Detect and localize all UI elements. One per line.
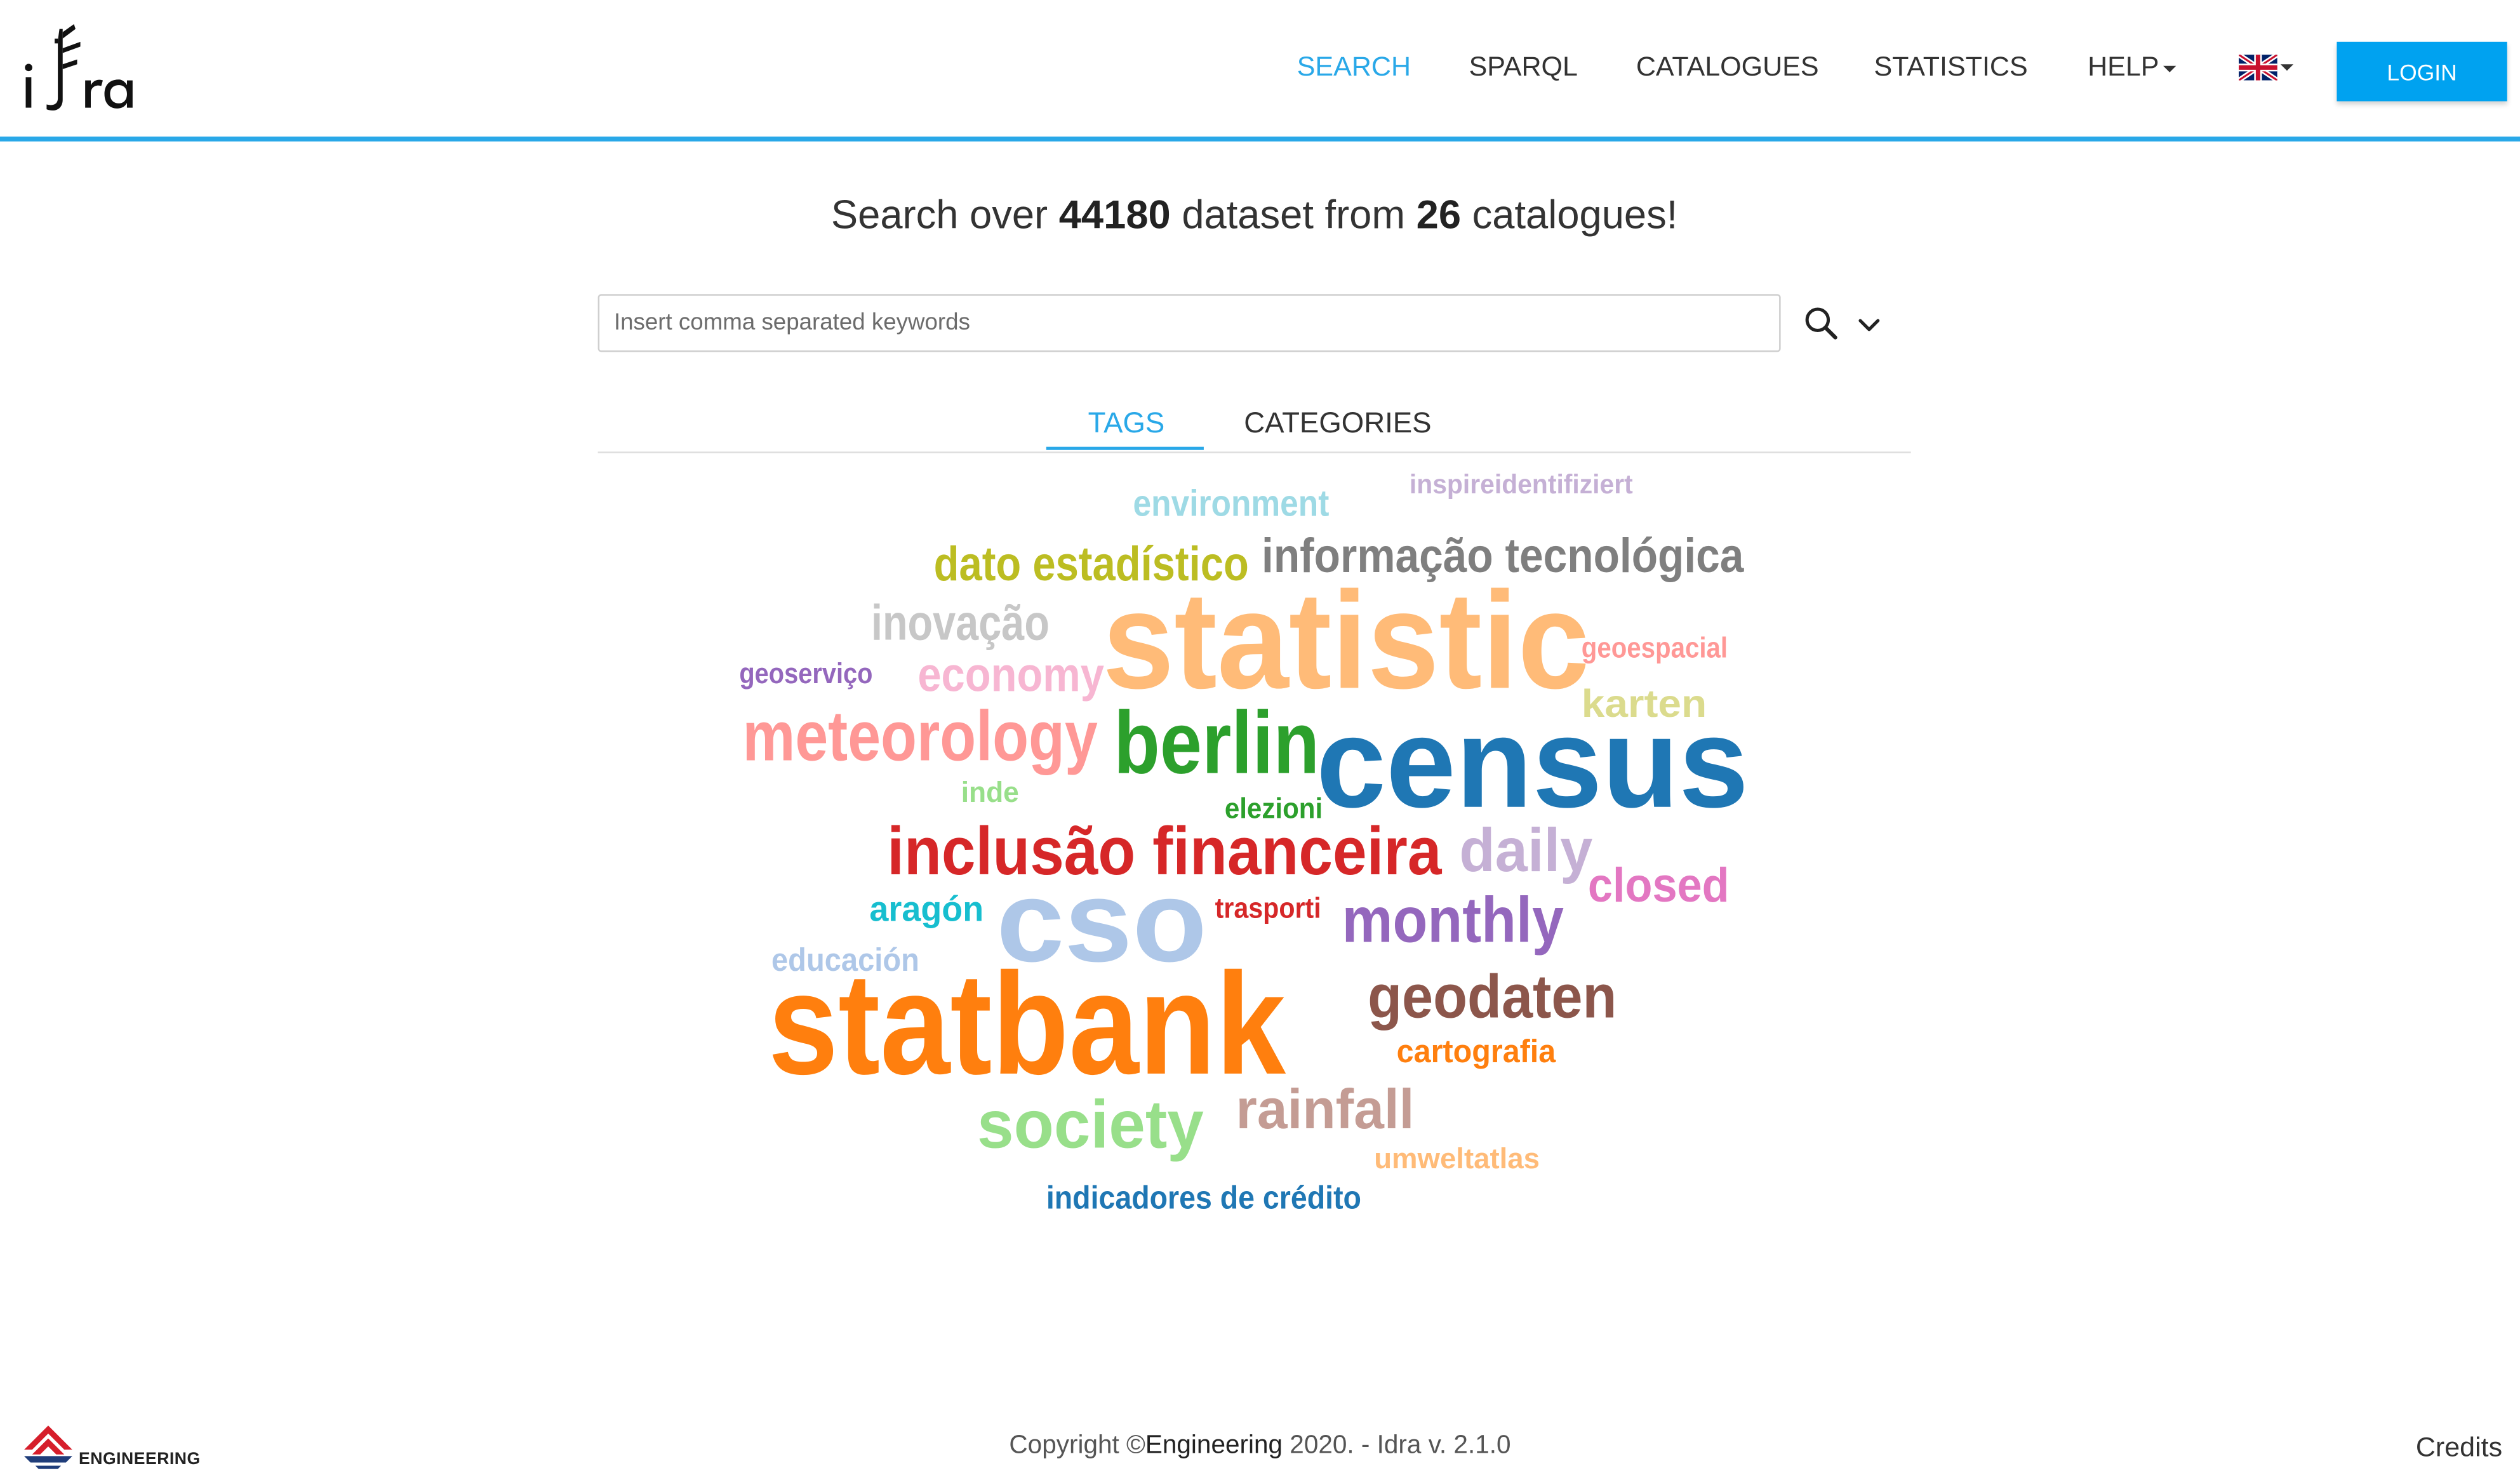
copyright-suffix: 2020. - Idra v. 2.1.0 xyxy=(1283,1432,1511,1460)
nav-help-dropdown[interactable]: HELP xyxy=(2088,51,2177,84)
tag-indicadores-de-crédito[interactable]: indicadores de crédito xyxy=(1046,1180,1361,1216)
engineering-label: ENGINEERING xyxy=(79,1450,201,1469)
copyright-prefix: Copyright © xyxy=(1009,1432,1145,1460)
tag-karten[interactable]: karten xyxy=(1582,682,1707,725)
tag-geoespacial[interactable]: geoespacial xyxy=(1582,631,1728,663)
tag-statistic[interactable]: statistic xyxy=(1102,563,1589,717)
active-tab-indicator xyxy=(1046,446,1204,450)
page-title: Search over 44180 dataset from 26 catalo… xyxy=(0,193,2509,239)
headline-suffix: catalogues! xyxy=(1461,192,1678,238)
language-caret-icon[interactable] xyxy=(2280,64,2294,71)
credits-link[interactable]: Credits xyxy=(2415,1432,2503,1463)
tag-trasporti[interactable]: trasporti xyxy=(1215,891,1321,924)
idra-logo[interactable]: idra xyxy=(19,19,135,119)
tag-geodaten[interactable]: geodaten xyxy=(1368,963,1617,1030)
nav-search[interactable]: SEARCH xyxy=(1297,51,1411,83)
tag-environment[interactable]: environment xyxy=(1133,483,1330,524)
engineering-logo xyxy=(23,1425,72,1469)
tag-census[interactable]: census xyxy=(1316,691,1749,834)
chevron-down-icon[interactable] xyxy=(1855,310,1884,340)
tag-inovação[interactable]: inovação xyxy=(871,594,1050,650)
tag-society[interactable]: society xyxy=(977,1086,1204,1162)
tag-umweltatlas[interactable]: umweltatlas xyxy=(1374,1142,1540,1175)
tag-closed[interactable]: closed xyxy=(1588,858,1730,912)
tag-geoserviço[interactable]: geoserviço xyxy=(739,657,872,690)
copyright-text: Copyright ©Engineering 2020. - Idra v. 2… xyxy=(0,1432,2520,1461)
tag-informação-tecnológica[interactable]: informação tecnológica xyxy=(1262,529,1744,583)
tag-rainfall[interactable]: rainfall xyxy=(1236,1077,1415,1140)
tag-daily[interactable]: daily xyxy=(1459,817,1592,884)
tag-inde[interactable]: inde xyxy=(961,776,1019,808)
nav-statistics[interactable]: STATISTICS xyxy=(1874,51,2028,83)
headline-prefix: Search over xyxy=(830,192,1059,238)
uk-flag-icon[interactable] xyxy=(2239,55,2277,81)
navbar: idra SEARCH SPARQL CATALOGUES STATISTICS… xyxy=(0,0,2520,142)
tag-monthly[interactable]: monthly xyxy=(1342,884,1564,956)
search-input[interactable] xyxy=(597,294,1781,352)
tag-inclusão-financeira[interactable]: inclusão financeira xyxy=(887,813,1442,889)
catalogue-count: 26 xyxy=(1416,192,1462,238)
tag-aragón[interactable]: aragón xyxy=(869,889,983,928)
tag-cso[interactable]: cso xyxy=(996,857,1207,986)
tab-tags[interactable]: TAGS xyxy=(1088,406,1165,439)
tag-berlin[interactable]: berlin xyxy=(1114,693,1319,792)
nav-catalogues[interactable]: CATALOGUES xyxy=(1636,51,1819,83)
copyright-brand: Engineering xyxy=(1145,1432,1283,1460)
tabs-divider xyxy=(597,451,1911,453)
login-button[interactable]: LOGIN xyxy=(2337,41,2507,102)
tag-elezioni[interactable]: elezioni xyxy=(1225,792,1323,824)
dataset-count: 44180 xyxy=(1058,192,1171,238)
tab-categories[interactable]: CATEGORIES xyxy=(1244,406,1432,439)
tag-inspireidentifiziert[interactable]: inspireidentifiziert xyxy=(1410,469,1633,500)
caret-down-icon xyxy=(2164,65,2177,72)
tag-cartografia[interactable]: cartografia xyxy=(1397,1033,1556,1069)
tag-dato-estadístico[interactable]: dato estadístico xyxy=(934,537,1249,591)
tag-economy[interactable]: economy xyxy=(917,648,1104,702)
tag-statbank[interactable]: statbank xyxy=(768,943,1286,1105)
headline-middle: dataset from xyxy=(1170,192,1417,238)
nav-sparql[interactable]: SPARQL xyxy=(1469,51,1578,83)
search-icon[interactable] xyxy=(1802,303,1841,342)
tag-meteorology[interactable]: meteorology xyxy=(742,696,1097,775)
tag-educación[interactable]: educación xyxy=(771,942,919,978)
nav-help-label: HELP xyxy=(2088,51,2159,83)
